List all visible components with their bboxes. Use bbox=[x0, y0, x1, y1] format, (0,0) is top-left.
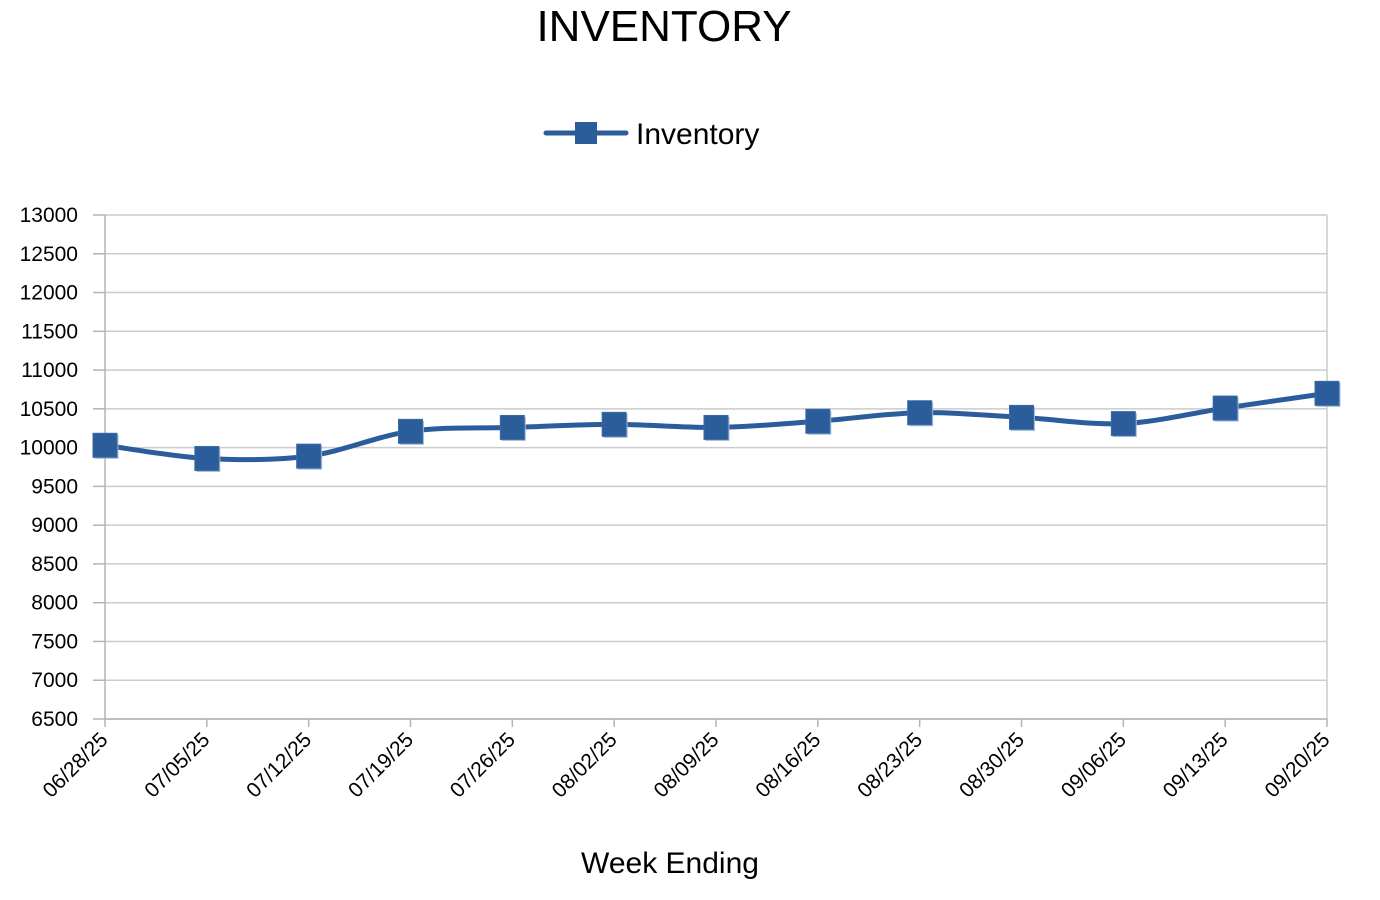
x-tick-label: 08/02/25 bbox=[548, 728, 622, 802]
y-tick-label: 6500 bbox=[31, 708, 78, 731]
y-tick-label: 9500 bbox=[31, 475, 78, 498]
y-tick-label: 8500 bbox=[31, 553, 78, 576]
y-tick-label: 10000 bbox=[20, 437, 78, 460]
x-tick-label: 09/20/25 bbox=[1260, 728, 1334, 802]
chart-title: INVENTORY bbox=[536, 2, 791, 51]
y-tick-label: 10500 bbox=[20, 398, 78, 421]
data-point-marker bbox=[1212, 395, 1238, 421]
x-tick-label: 09/06/25 bbox=[1057, 728, 1131, 802]
x-tick-label: 07/12/25 bbox=[242, 728, 316, 802]
data-point-marker bbox=[1009, 404, 1034, 430]
x-tick-label: 07/26/25 bbox=[446, 728, 520, 802]
grid-layer bbox=[105, 214, 1327, 720]
x-tick-label: 08/30/25 bbox=[955, 728, 1029, 802]
x-tick-label: 08/16/25 bbox=[751, 728, 825, 802]
x-tick-label: 08/09/25 bbox=[649, 728, 723, 802]
data-point-marker bbox=[805, 408, 831, 434]
y-tick-label: 8000 bbox=[31, 592, 78, 615]
x-axis-tick-labels: 06/28/25 07/05/25 07/12/25 07/19/25 07/26/25… bbox=[38, 728, 1334, 802]
x-tick-label: 07/05/25 bbox=[140, 728, 214, 802]
data-point-marker bbox=[398, 418, 423, 444]
data-point-marker bbox=[703, 414, 729, 440]
x-tick-label: 09/13/25 bbox=[1159, 728, 1233, 802]
data-point-marker bbox=[194, 445, 220, 471]
y-tick-label: 11000 bbox=[21, 359, 78, 382]
y-tick-label: 9000 bbox=[31, 514, 78, 537]
x-axis-title: Week Ending bbox=[581, 847, 759, 880]
data-point-marker bbox=[499, 414, 525, 440]
x-tick-label: 07/19/25 bbox=[344, 728, 418, 802]
y-tick-label: 7500 bbox=[31, 630, 78, 653]
data-point-marker bbox=[296, 443, 322, 469]
y-tick-label: 11500 bbox=[21, 320, 78, 343]
data-point-marker bbox=[1110, 411, 1136, 437]
y-tick-label: 13000 bbox=[20, 204, 78, 227]
legend-label: Inventory bbox=[636, 118, 759, 151]
data-point-marker bbox=[1314, 380, 1340, 406]
y-tick-label: 12500 bbox=[20, 243, 78, 266]
x-tick-label: 06/28/25 bbox=[38, 728, 112, 802]
legend: Inventory bbox=[543, 118, 759, 151]
y-tick-label: 7000 bbox=[31, 669, 78, 692]
series-layer bbox=[92, 380, 1341, 472]
data-point-marker bbox=[601, 411, 627, 437]
legend-marker-swatch bbox=[575, 122, 597, 144]
x-tick-label: 08/23/25 bbox=[853, 728, 927, 802]
y-tick-label: 12000 bbox=[20, 282, 78, 305]
data-point-marker bbox=[907, 400, 933, 426]
y-axis-tick-labels: 6500 7000 7500 8000 8500 9000 9500 10000 10500 11… bbox=[20, 204, 78, 731]
data-point-marker bbox=[92, 432, 118, 458]
